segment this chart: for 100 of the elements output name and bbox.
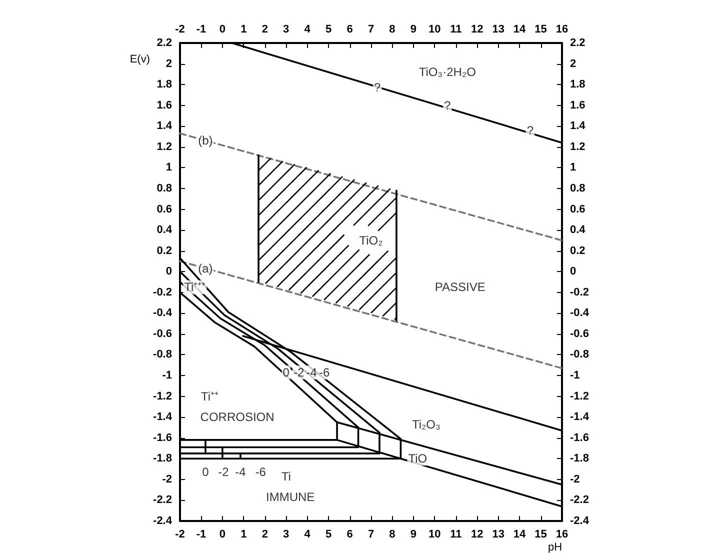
y2-tick-label: 1.8 (570, 78, 586, 91)
x2-tick-label: -2 (175, 24, 185, 36)
annotation: ? (526, 123, 534, 138)
y2-tick-label: 0.4 (570, 224, 586, 236)
y2-tick-label: -1.2 (570, 390, 589, 402)
x2-tick-label: 6 (346, 24, 353, 36)
x-tick-label: 14 (513, 528, 527, 540)
annotation: TiO (408, 452, 428, 466)
x2-tick-label: 10 (428, 24, 441, 36)
x2-tick-label: 7 (368, 24, 374, 36)
y2-tick-label: 1 (570, 162, 576, 174)
x-tick-label: 11 (450, 528, 462, 540)
x2-tick-label: 12 (470, 24, 484, 36)
y-tick-label: -2.2 (153, 494, 172, 506)
y-tick-label: 0.8 (156, 182, 172, 194)
y2-tick-label: 2 (570, 58, 576, 70)
y-tick-label: -1 (162, 370, 172, 382)
x2-tick-label: 9 (410, 24, 417, 36)
x-tick-label: 4 (304, 528, 312, 540)
y-tick-label: 1.6 (156, 99, 172, 112)
x-axis-title: pH (548, 542, 562, 553)
x2-tick-label: 16 (556, 24, 568, 36)
x2-tick-label: 11 (450, 24, 462, 36)
x-tick-label: 3 (283, 528, 290, 540)
y2-tick-label: -2.2 (570, 494, 589, 506)
x-tick-label: -1 (196, 528, 206, 540)
y-tick-label: -1.2 (153, 390, 172, 402)
y2-tick-label: 0.6 (570, 203, 586, 216)
x2-tick-label: 14 (513, 24, 527, 36)
x-tick-label: 5 (325, 528, 332, 540)
y-tick-label: -1.6 (153, 432, 172, 444)
y-tick-label: 0.4 (156, 224, 173, 236)
y-tick-label: 0.6 (156, 203, 172, 216)
y-tick-label: 0 (166, 266, 172, 278)
x-tick-label: 8 (389, 528, 396, 540)
y-tick-label: 2.2 (156, 37, 172, 49)
y-tick-label: -1.4 (153, 411, 173, 424)
annotation: IMMUNE (266, 490, 315, 504)
x2-tick-label: 0 (219, 24, 226, 36)
x2-tick-label: 4 (304, 24, 312, 36)
y2-tick-label: 2.2 (570, 37, 586, 49)
x-tick-label: 9 (410, 528, 417, 540)
x-tick-label: 12 (470, 528, 484, 540)
annotation: -2 (218, 465, 230, 480)
annotation: -4 (306, 365, 318, 380)
y2-tick-label: 1.4 (570, 120, 586, 132)
y2-tick-label: -1.4 (570, 411, 590, 424)
annotation: -6 (318, 365, 330, 380)
x-tick-label: 15 (534, 528, 547, 540)
y2-tick-label: -2 (570, 473, 580, 486)
x-tick-label: 1 (240, 528, 247, 540)
annotation: Ti₂O₃ (412, 417, 440, 432)
annotation: TiO₃·2H₂O (418, 65, 476, 80)
y-tick-label: 1.8 (156, 78, 172, 91)
x2-tick-label: 5 (325, 24, 332, 36)
annotation: -4 (235, 465, 246, 480)
y2-tick-label: -0.6 (570, 328, 589, 340)
y-tick-label: -2 (162, 473, 172, 486)
y2-tick-label: -2.4 (570, 515, 590, 527)
y-tick-label: 1.4 (156, 120, 173, 132)
y-tick-label: 0.2 (156, 244, 172, 257)
y-tick-label: -0.2 (153, 286, 172, 298)
annotation: (b) (198, 134, 213, 148)
x-tick-label: 2 (262, 528, 268, 540)
x2-tick-label: 8 (389, 24, 396, 36)
y-tick-label: -0.8 (153, 348, 172, 361)
y2-tick-label: 1.2 (570, 140, 586, 153)
annotation: ? (374, 80, 382, 95)
y2-tick-label: 0.8 (570, 182, 586, 194)
annotation: ? (444, 98, 452, 112)
annotation: (a) (198, 261, 213, 276)
y2-tick-label: 0 (570, 266, 576, 278)
y2-tick-label: -0.8 (570, 348, 589, 361)
x-tick-label: 6 (346, 528, 353, 540)
y2-tick-label: 1.6 (570, 99, 586, 112)
annotation: TiO₂ (359, 233, 384, 248)
x-tick-label: 7 (368, 528, 374, 540)
x2-tick-label: 3 (283, 24, 290, 36)
y-tick-label: 1.2 (156, 140, 172, 153)
x2-tick-label: 2 (262, 24, 268, 36)
y2-tick-label: -0.2 (570, 286, 589, 298)
y2-tick-label: -0.4 (570, 307, 590, 320)
y-tick-label: -0.6 (153, 328, 172, 340)
y-tick-label: -2.4 (153, 515, 173, 527)
y2-tick-label: -1.6 (570, 432, 589, 444)
y2-tick-label: -1.8 (570, 452, 589, 465)
x2-tick-label: 1 (240, 24, 247, 36)
annotation: -2 (294, 365, 305, 380)
annotation: Ti⁺⁺ (200, 389, 218, 404)
x2-tick-label: 13 (492, 24, 504, 36)
x-tick-label: 0 (219, 528, 226, 540)
y-tick-label: 2 (166, 58, 172, 70)
annotation: -6 (255, 465, 266, 480)
x-tick-label: 13 (492, 528, 504, 540)
y-tick-label: -1.8 (153, 452, 172, 465)
annotation: 0 (282, 365, 290, 380)
x2-tick-label: -1 (196, 24, 206, 36)
y-tick-label: -0.4 (153, 307, 173, 320)
x2-tick-label: 15 (534, 24, 547, 36)
y2-tick-label: 0.2 (570, 244, 586, 257)
